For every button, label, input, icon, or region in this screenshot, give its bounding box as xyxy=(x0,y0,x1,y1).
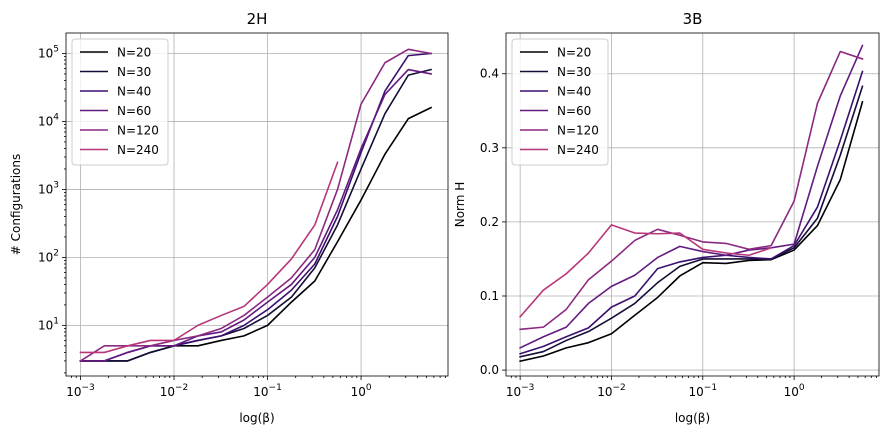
x-tick-label-base: 10 xyxy=(506,385,521,399)
x-axis: 10−3 10−2 10−1 100 xyxy=(506,376,877,399)
y-tick-label-base: 10 xyxy=(38,250,53,264)
legend: N=20 N=30 N=40 N=60 N=120 N=240 xyxy=(71,38,169,166)
series-line xyxy=(79,161,339,354)
x-tick-label: 10−1 xyxy=(689,383,718,399)
x-tick-label-base: 10 xyxy=(160,385,175,399)
chart-title: 3B xyxy=(683,10,703,28)
series-line xyxy=(519,70,864,355)
chart-title: 2H xyxy=(247,10,268,28)
legend-label: N=60 xyxy=(557,104,591,118)
x-tick-label-exponent: −1 xyxy=(704,383,717,393)
x-tick-label-exponent: −1 xyxy=(269,383,282,393)
x-tick-label-exponent: 0 xyxy=(366,383,372,393)
legend-label: N=40 xyxy=(557,85,591,99)
series-line xyxy=(79,68,433,362)
plot-area xyxy=(519,44,864,363)
y-axis-label: # Configurations xyxy=(9,154,23,256)
legend-label: N=30 xyxy=(117,65,151,79)
series-line xyxy=(79,48,432,363)
legend-label: N=240 xyxy=(557,143,599,157)
x-tick-label: 10−3 xyxy=(506,383,535,399)
chart-3b: 3B 10−3 10−2 10−1 100 0.00.10.20.30.4 log(β… xyxy=(453,10,880,425)
legend-label: N=40 xyxy=(117,85,151,99)
x-tick-label-base: 10 xyxy=(66,385,81,399)
y-tick-label: 104 xyxy=(38,112,59,128)
x-tick-label-base: 10 xyxy=(597,385,612,399)
y-tick-label-exponent: 3 xyxy=(53,180,59,190)
x-tick-label-base: 10 xyxy=(351,385,366,399)
legend: N=20 N=30 N=40 N=60 N=120 N=240 xyxy=(511,38,609,166)
y-tick-label-base: 10 xyxy=(38,182,53,196)
x-tick-label-exponent: −3 xyxy=(81,383,94,393)
y-tick-label-base: 10 xyxy=(38,318,53,332)
series-line xyxy=(519,100,864,363)
y-tick-label: 105 xyxy=(38,44,59,60)
x-tick-label-exponent: −2 xyxy=(612,383,625,393)
y-tick-label-exponent: 1 xyxy=(53,316,59,326)
axes-frame xyxy=(505,32,880,377)
legend-label: N=20 xyxy=(557,46,591,60)
y-tick-label: 0.2 xyxy=(480,215,499,229)
y-tick-label: 0.3 xyxy=(480,141,499,155)
legend-label: N=20 xyxy=(117,46,151,60)
y-tick-label-base: 10 xyxy=(38,46,53,60)
y-tick-label: 0.1 xyxy=(480,289,499,303)
y-tick-label: 0.0 xyxy=(480,363,499,377)
y-tick-label: 0.4 xyxy=(480,67,499,81)
y-tick-label-exponent: 4 xyxy=(53,112,59,122)
x-tick-label-base: 10 xyxy=(689,385,704,399)
y-tick-label: 101 xyxy=(38,316,59,332)
legend-label: N=240 xyxy=(117,143,159,157)
y-tick-label-base: 10 xyxy=(38,114,53,128)
x-tick-label: 10−2 xyxy=(597,383,626,399)
x-tick-label: 100 xyxy=(351,383,372,399)
x-tick-label-base: 10 xyxy=(784,385,799,399)
y-tick-label-exponent: 2 xyxy=(53,248,59,258)
series-line xyxy=(519,85,864,358)
series-line xyxy=(519,44,864,349)
x-axis-label: log(β) xyxy=(239,411,274,425)
legend-box xyxy=(71,38,169,166)
x-tick-label: 10−1 xyxy=(253,383,282,399)
legend-label: N=60 xyxy=(117,104,151,118)
series-line xyxy=(519,50,864,331)
legend-label: N=30 xyxy=(557,65,591,79)
legend-label: N=120 xyxy=(557,124,599,138)
y-tick-label: 102 xyxy=(38,248,59,264)
x-tick-label-exponent: −2 xyxy=(175,383,188,393)
y-tick-label: 103 xyxy=(38,180,59,196)
legend-box xyxy=(511,38,609,166)
x-tick-label-exponent: 0 xyxy=(799,383,805,393)
x-tick-label-exponent: −3 xyxy=(521,383,534,393)
x-tick-label: 10−2 xyxy=(160,383,189,399)
x-axis-label: log(β) xyxy=(675,411,710,425)
series-line xyxy=(79,68,432,362)
legend-label: N=120 xyxy=(117,124,159,138)
x-tick-label-base: 10 xyxy=(253,385,268,399)
series-line xyxy=(519,224,773,318)
x-tick-label: 100 xyxy=(784,383,805,399)
y-axis-label: Norm H xyxy=(453,182,467,228)
x-tick-label: 10−3 xyxy=(66,383,95,399)
plot-area xyxy=(79,48,433,363)
x-axis: 10−3 10−2 10−1 100 xyxy=(66,376,446,399)
y-axis: 0.0 0.1 0.2 0.3 0.4 xyxy=(480,67,506,377)
y-tick-label-exponent: 5 xyxy=(53,44,59,54)
